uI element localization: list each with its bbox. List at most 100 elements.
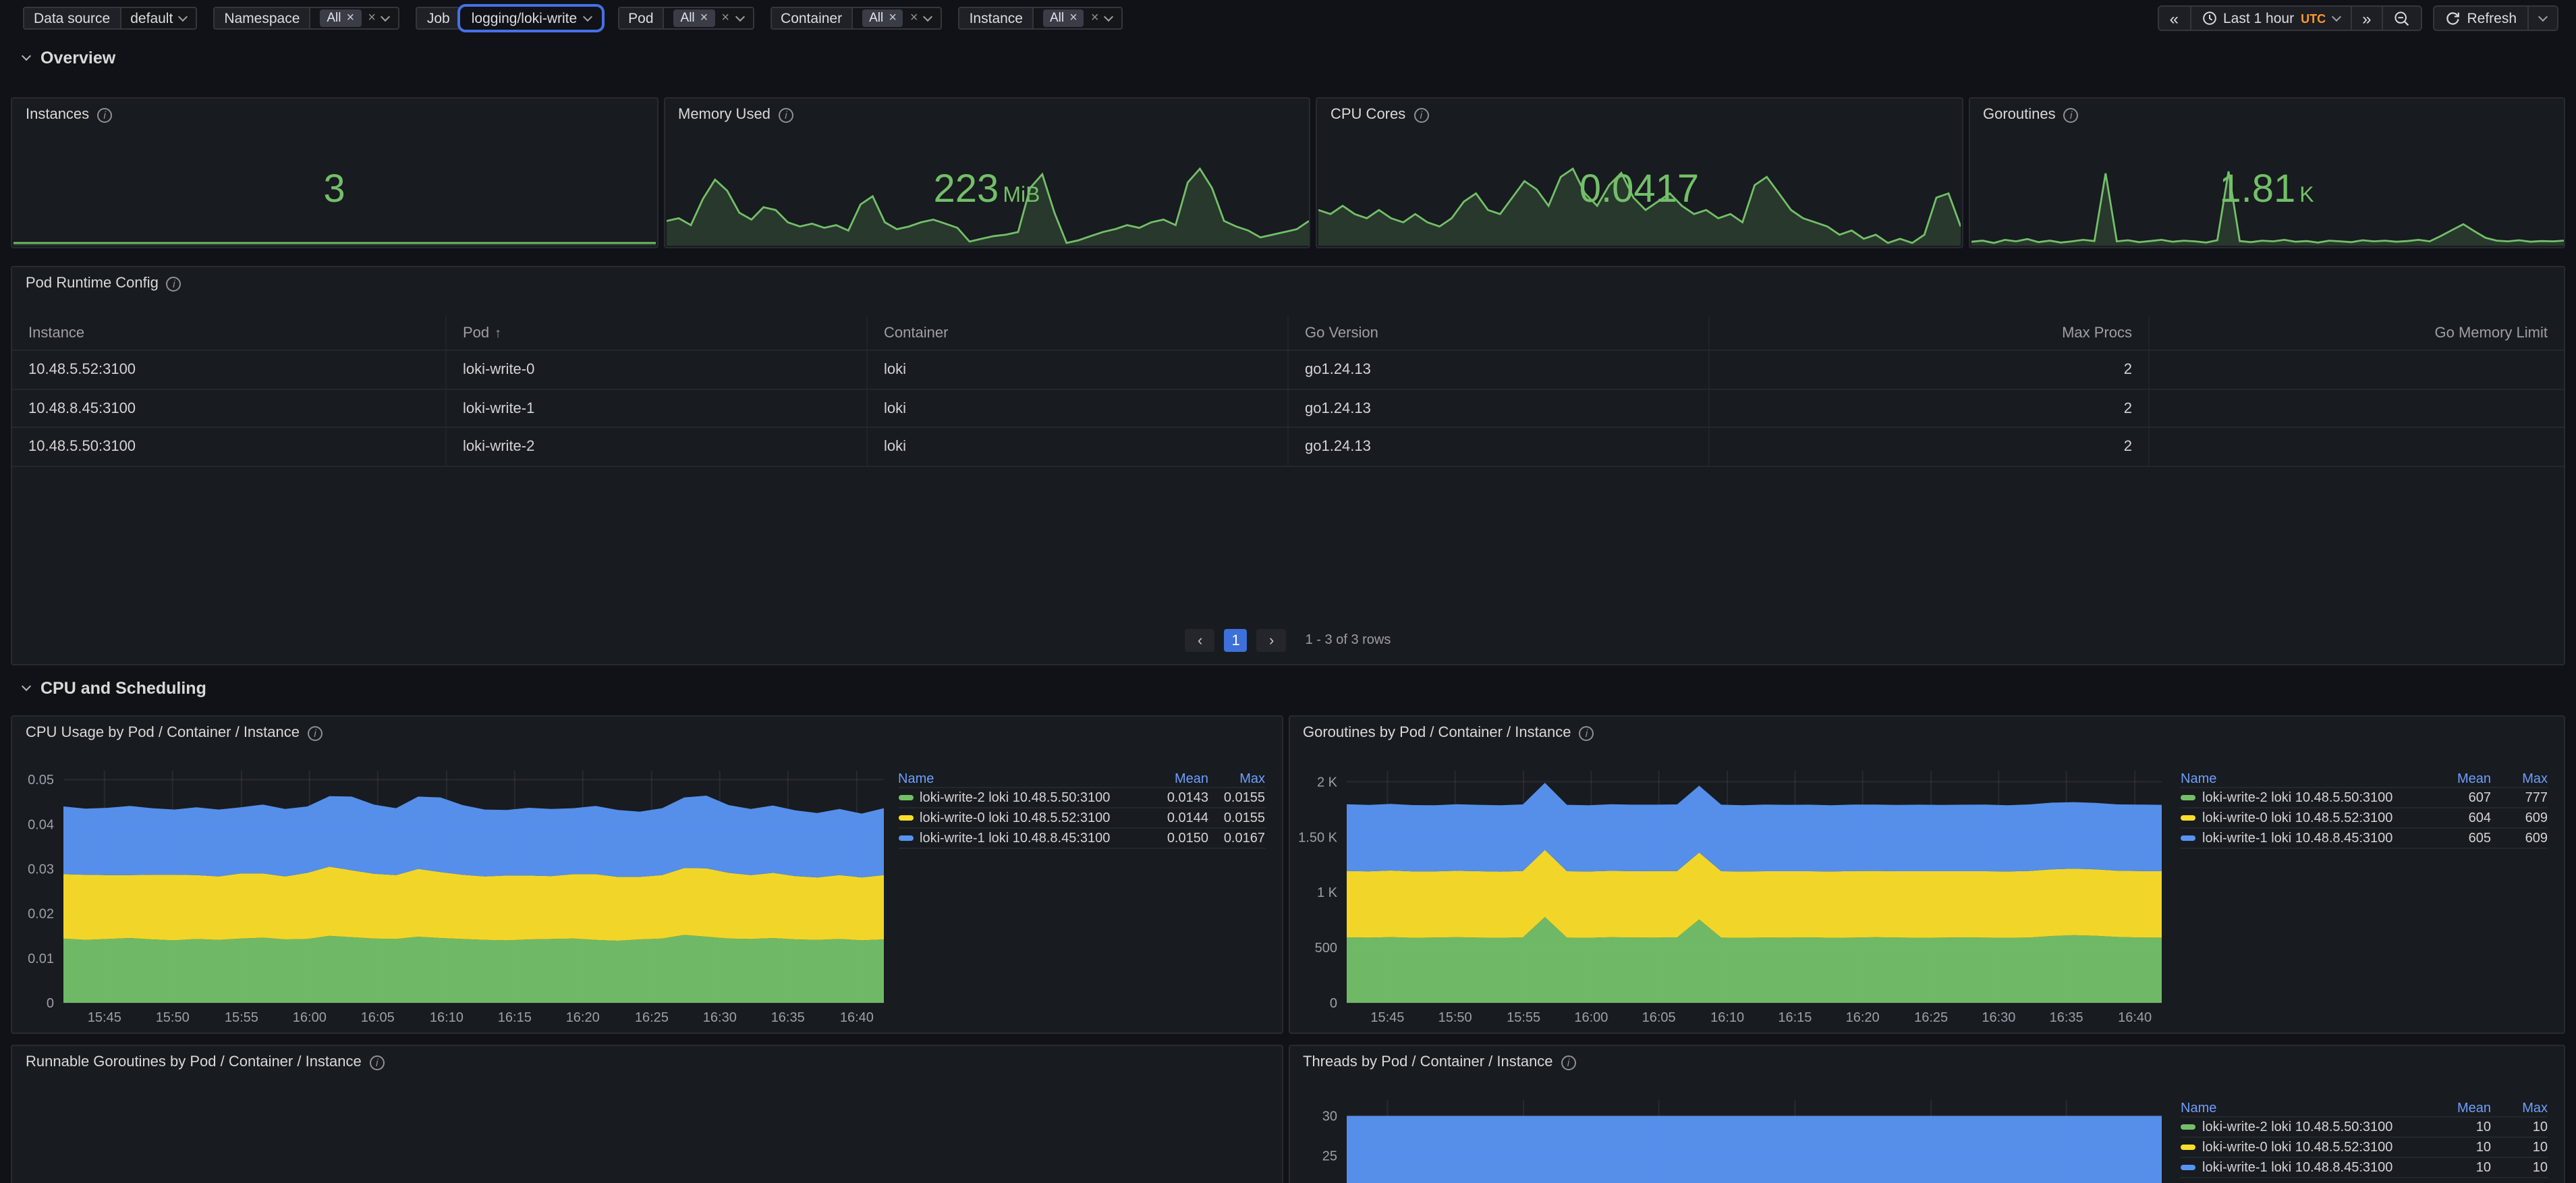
info-icon[interactable] [1413, 107, 1429, 122]
clear-icon[interactable] [721, 11, 729, 25]
series-color-chip [2181, 795, 2195, 800]
legend-header-max[interactable]: Max [2522, 771, 2548, 786]
info-icon[interactable] [369, 1055, 385, 1070]
legend-item[interactable]: loki-write-0 loki 10.48.5.52:3100 0.0144… [898, 808, 1265, 829]
cell-go-version: go1.24.13 [1289, 389, 1710, 427]
svg-text:15:50: 15:50 [1438, 1010, 1472, 1025]
sort-ascending-icon [495, 325, 501, 341]
threads-legend: Name Mean Max loki-write-2 loki 10.48.5.… [2181, 1100, 2548, 1178]
namespace-select[interactable]: All [309, 7, 400, 30]
legend-item[interactable]: loki-write-2 loki 10.48.5.50:3100 607 77… [2181, 788, 2548, 808]
panel-pod-runtime-config: Pod Runtime Config Instance Pod Containe… [11, 266, 2565, 665]
legend-header-max[interactable]: Max [2522, 1101, 2548, 1116]
info-icon[interactable] [97, 107, 113, 122]
chip-label: All [327, 11, 341, 26]
panel-header: CPU Usage by Pod / Container / Instance [26, 725, 323, 741]
series-color-chip [898, 815, 913, 821]
panel-title: CPU Usage by Pod / Container / Instance [26, 725, 300, 741]
series-color-chip [2181, 1165, 2195, 1170]
pod-all-chip[interactable]: All [673, 9, 715, 27]
clear-icon[interactable] [368, 11, 376, 25]
panel-goroutines-stat: Goroutines 1.81K [1968, 97, 2565, 248]
info-icon[interactable] [1579, 725, 1594, 740]
close-icon[interactable] [347, 11, 355, 25]
panel-header: Runnable Goroutines by Pod / Container /… [26, 1054, 385, 1070]
legend-item[interactable]: loki-write-1 loki 10.48.8.45:3100 0.0150… [898, 829, 1265, 849]
column-header-go-version[interactable]: Go Version [1289, 316, 1710, 350]
cell-pod: loki-write-2 [447, 428, 868, 466]
section-overview[interactable]: Overview [21, 49, 115, 67]
stat-unit: MiB [1003, 184, 1040, 208]
legend-item[interactable]: loki-write-1 loki 10.48.8.45:3100 605 60… [2181, 829, 2548, 849]
info-icon[interactable] [1561, 1055, 1576, 1070]
legend-item[interactable]: loki-write-1 loki 10.48.8.45:3100 10 10 [2181, 1158, 2548, 1178]
container-select[interactable]: All [851, 7, 943, 30]
legend-header-name[interactable]: Name [2181, 771, 2217, 786]
svg-text:30: 30 [1322, 1109, 1337, 1124]
cell-go-version: go1.24.13 [1289, 428, 1710, 466]
close-icon[interactable] [700, 11, 708, 25]
column-header-container[interactable]: Container [868, 316, 1289, 350]
info-icon[interactable] [2063, 107, 2079, 122]
panel-title: Memory Used [678, 107, 771, 123]
refresh-interval-dropdown[interactable] [2527, 7, 2557, 30]
cell-pod: loki-write-1 [447, 389, 868, 427]
instance-all-chip[interactable]: All [1043, 9, 1084, 27]
job-select[interactable]: logging/loki-write [460, 7, 602, 30]
legend-item[interactable]: loki-write-2 loki 10.48.5.50:3100 0.0143… [898, 788, 1265, 808]
previous-page-button[interactable]: ‹ [1185, 629, 1215, 652]
clear-icon[interactable] [1091, 11, 1099, 25]
legend-item[interactable]: loki-write-0 loki 10.48.5.52:3100 604 60… [2181, 808, 2548, 829]
close-icon[interactable] [889, 11, 897, 25]
datasource-select[interactable]: default [119, 7, 198, 30]
legend-item[interactable]: loki-write-0 loki 10.48.5.52:3100 10 10 [2181, 1138, 2548, 1158]
time-range-group: « Last 1 hour UTC » [2157, 5, 2423, 31]
container-all-chip[interactable]: All [862, 9, 903, 27]
cell-go-memory-limit [2150, 389, 2564, 427]
next-page-button[interactable]: › [1256, 629, 1287, 652]
pagination-summary: 1 - 3 of 3 rows [1305, 633, 1391, 648]
clear-icon[interactable] [910, 11, 918, 25]
panel-runnable-goroutines: Runnable Goroutines by Pod / Container /… [11, 1045, 1283, 1183]
info-icon[interactable] [778, 107, 793, 122]
namespace-all-chip[interactable]: All [320, 9, 362, 27]
refresh-group: Refresh [2433, 5, 2558, 31]
goroutines-legend: Name Mean Max loki-write-2 loki 10.48.5.… [2181, 771, 2548, 849]
column-header-pod[interactable]: Pod [447, 316, 868, 350]
time-shift-forward-button[interactable]: » [2350, 7, 2382, 30]
chevron-down-icon [923, 11, 933, 22]
instance-filter: Instance All [958, 7, 1123, 30]
legend-header-mean[interactable]: Mean [2457, 771, 2491, 786]
zoom-out-button[interactable] [2382, 7, 2421, 30]
time-shift-back-button[interactable]: « [2169, 9, 2179, 28]
info-icon[interactable] [308, 725, 323, 740]
refresh-button[interactable]: Refresh [2434, 7, 2527, 30]
column-header-instance[interactable]: Instance [12, 316, 447, 350]
legend-header-name[interactable]: Name [898, 771, 934, 786]
cell-pod: loki-write-0 [447, 351, 868, 389]
instance-select[interactable]: All [1032, 7, 1123, 30]
section-cpu-and-scheduling[interactable]: CPU and Scheduling [21, 679, 206, 698]
time-range-picker[interactable]: Last 1 hour UTC [2189, 7, 2350, 30]
column-header-go-memory-limit[interactable]: Go Memory Limit [2434, 325, 2548, 341]
legend-header-name[interactable]: Name [2181, 1101, 2217, 1116]
column-header-max-procs[interactable]: Max Procs [1710, 316, 2150, 350]
refresh-icon [2446, 12, 2460, 25]
pod-select[interactable]: All [663, 7, 754, 30]
legend-header-max[interactable]: Max [1239, 771, 1265, 786]
time-range-label: Last 1 hour [2223, 10, 2295, 26]
svg-text:15:50: 15:50 [156, 1010, 190, 1025]
cpu-usage-chart[interactable]: 0 0.01 0.02 0.03 0.04 0.05 15:45 15:50 15:55 16:0… [15, 754, 895, 1033]
svg-text:500: 500 [1314, 941, 1337, 956]
legend-header-mean[interactable]: Mean [2457, 1101, 2491, 1116]
goroutines-chart[interactable]: 0 500 1 K 1.50 K 2 K 15:45 15:50 15:55 16:00 16:0… [1292, 754, 2172, 1033]
legend-item[interactable]: loki-write-2 loki 10.48.5.50:3100 10 10 [2181, 1118, 2548, 1138]
page-button[interactable]: 1 [1224, 629, 1248, 652]
svg-text:16:00: 16:00 [293, 1010, 327, 1025]
close-icon[interactable] [1069, 11, 1077, 25]
info-icon[interactable] [166, 276, 181, 291]
legend-header-mean[interactable]: Mean [1174, 771, 1208, 786]
panel-header: CPU Cores [1331, 107, 1429, 123]
